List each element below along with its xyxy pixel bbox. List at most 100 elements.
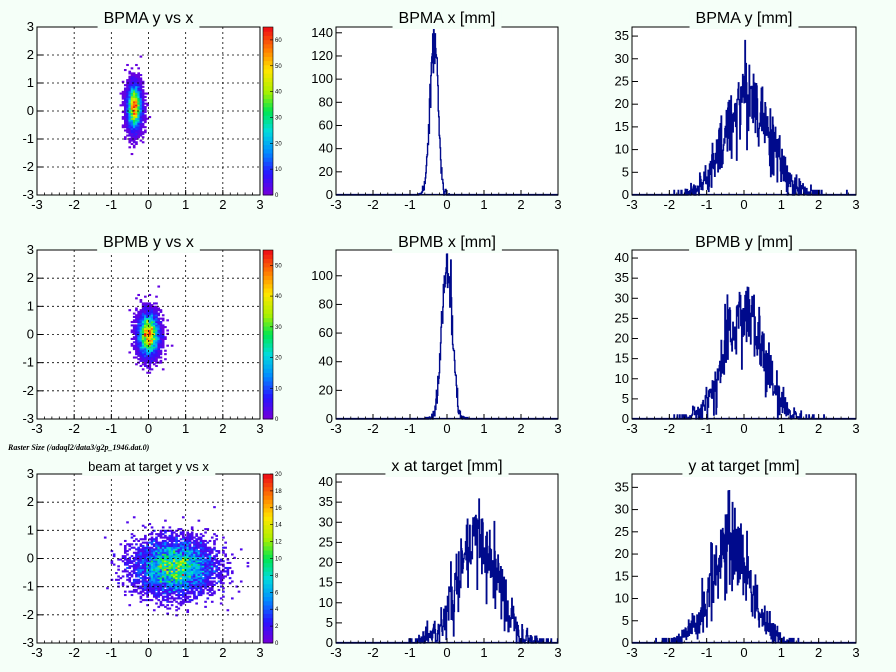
x-tick-label: -2 <box>367 421 379 436</box>
y-tick-label: 5 <box>622 391 629 406</box>
x-tick-label: 1 <box>778 645 785 660</box>
y-tick-label: 20 <box>319 555 333 570</box>
x-tick-label: 3 <box>852 197 859 212</box>
x-tick-label: 2 <box>815 421 822 436</box>
x-tick-label: 0 <box>443 645 450 660</box>
colorbar-tick-label: 20 <box>275 356 282 362</box>
y-tick-label: 100 <box>311 268 333 283</box>
x-tick-label: 2 <box>219 421 226 436</box>
chart-bpma-yx: 0 10 20 30 40 50 60 -3 -2 -1 0 1 2 3 -3 -2 -1 0 1 2 3 BPMA y … <box>22 8 282 212</box>
x-tick-label: 2 <box>219 197 226 212</box>
colorbar-tick-label: 60 <box>275 38 282 44</box>
colorbar-tick-label: 50 <box>275 263 282 269</box>
y-tick-label: 15 <box>615 351 629 366</box>
x-tick-label: -3 <box>626 197 638 212</box>
y-tick-label: 30 <box>319 514 333 529</box>
y-tick-label: -1 <box>22 131 34 146</box>
y-tick-label: 100 <box>311 71 333 86</box>
x-tick-label: -1 <box>404 197 416 212</box>
title-box <box>82 457 216 476</box>
y-tick-label: 25 <box>615 524 629 539</box>
y-tick-label: 2 <box>27 494 34 509</box>
colorbar: 0 10 20 30 40 50 60 <box>262 26 282 199</box>
colorbar-tick-label: 0 <box>275 417 279 423</box>
colorbar-tick-label: 2 <box>275 624 279 630</box>
x-tick-label: 0 <box>145 645 152 660</box>
y-tick-label: 15 <box>319 575 333 590</box>
title-box <box>97 8 200 29</box>
y-tick-label: 10 <box>615 142 629 157</box>
histogram-series <box>632 489 856 644</box>
y-tick-label: 0 <box>27 103 34 118</box>
y-tick-label: 40 <box>319 354 333 369</box>
y-tick-label: 0 <box>622 411 629 426</box>
title-box <box>97 232 200 253</box>
colorbar-tick-label: 0 <box>275 193 279 199</box>
y-tick-label: -2 <box>22 383 34 398</box>
chart-bpmb-x: -3 -2 -1 0 1 2 3 0 20 40 60 80 100 BPMB x [mm] <box>311 232 562 436</box>
y-tick-label: 30 <box>615 290 629 305</box>
x-tick-label: -1 <box>404 645 416 660</box>
y-tick-label: 30 <box>615 51 629 66</box>
x-tick-label: -3 <box>626 645 638 660</box>
y-tick-label: 3 <box>27 242 34 257</box>
x-tick-label: 0 <box>740 421 747 436</box>
y-tick-label: 80 <box>319 296 333 311</box>
x-tick-label: -2 <box>664 197 676 212</box>
y-tick-label: 1 <box>27 75 34 90</box>
x-tick-label: 1 <box>778 197 785 212</box>
y-tick-label: 1 <box>27 298 34 313</box>
x-tick-label: 3 <box>554 645 561 660</box>
colorbar-tick-label: 40 <box>275 294 282 300</box>
y-tick-label: 35 <box>319 494 333 509</box>
colorbar-tick-label: 30 <box>275 325 282 331</box>
x-tick-label: 0 <box>145 421 152 436</box>
x-tick-label: -2 <box>68 421 80 436</box>
chart-title: x at target [mm] <box>391 458 502 475</box>
y-tick-label: 10 <box>615 591 629 606</box>
x-tick-label: -2 <box>367 197 379 212</box>
y-tick-label: -3 <box>22 635 34 650</box>
x-tick-label: 2 <box>517 645 524 660</box>
colorbar-tick-label: 30 <box>275 115 282 121</box>
chart-title: BPMB y [mm] <box>695 234 793 251</box>
x-tick-label: 1 <box>182 197 189 212</box>
y-tick-label: 0 <box>326 187 333 202</box>
title-box <box>385 456 509 477</box>
x-tick-label: -3 <box>31 645 43 660</box>
colorbar: 0 10 20 30 40 50 <box>262 249 282 423</box>
x-tick-label: -2 <box>664 645 676 660</box>
y-tick-label: 20 <box>615 331 629 346</box>
colorbar-tick-label: 10 <box>275 557 282 563</box>
x-tick-label: 0 <box>443 421 450 436</box>
x-tick-label: 3 <box>256 421 263 436</box>
y-tick-label: 80 <box>319 94 333 109</box>
y-tick-label: -1 <box>22 355 34 370</box>
colorbar: 0 2 4 6 8 10 12 14 16 18 20 <box>262 472 282 647</box>
y-tick-label: -3 <box>22 411 34 426</box>
x-tick-label: 3 <box>554 197 561 212</box>
x-tick-label: 2 <box>517 421 524 436</box>
x-tick-label: -1 <box>106 421 118 436</box>
colorbar-tick-label: 4 <box>275 607 279 613</box>
x-tick-label: 2 <box>517 197 524 212</box>
x-tick-label: -1 <box>404 421 416 436</box>
colorbar-tick-label: 8 <box>275 573 279 579</box>
y-tick-label: 60 <box>319 117 333 132</box>
y-tick-label: 2 <box>27 47 34 62</box>
y-tick-label: 0 <box>622 635 629 650</box>
y-tick-label: 40 <box>615 250 629 265</box>
x-tick-label: 2 <box>219 645 226 660</box>
chart-bpmb-yx: 0 10 20 30 40 50 -3 -2 -1 0 1 2 3 -3 -2 -1 0 1 2 3 BPMB y vs… <box>22 232 282 436</box>
x-tick-label: -3 <box>330 645 342 660</box>
colorbar-tick-label: 6 <box>275 590 279 596</box>
colorbar-tick-label: 18 <box>275 489 282 495</box>
heatmap-cells <box>128 285 174 374</box>
chart-title: BPMB x [mm] <box>398 234 496 251</box>
colorbar-tick-label: 12 <box>275 540 282 546</box>
colorbar-tick-label: 20 <box>275 141 282 147</box>
title-box <box>682 456 806 477</box>
x-tick-label: -3 <box>330 421 342 436</box>
